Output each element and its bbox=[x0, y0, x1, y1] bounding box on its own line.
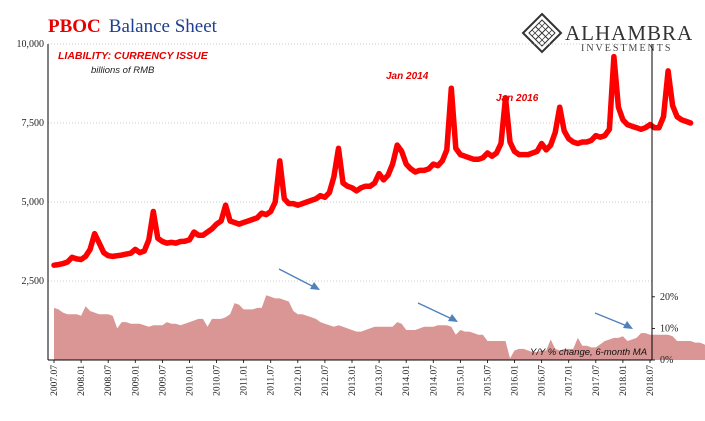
x-tick-label: 2016.07 bbox=[538, 365, 548, 396]
x-tick-label: 2014.07 bbox=[429, 365, 439, 396]
x-tick-label: 2015.07 bbox=[483, 365, 493, 396]
currency-issue-line bbox=[51, 53, 694, 268]
left-tick-label: 2,500 bbox=[22, 276, 45, 287]
gridlines bbox=[48, 43, 652, 282]
annotation-jan-2014: Jan 2014 bbox=[386, 71, 429, 82]
left-tick-label: 10,000 bbox=[17, 39, 45, 50]
right-tick-label: 10% bbox=[660, 323, 678, 334]
x-tick-label: 2013.01 bbox=[348, 365, 358, 396]
x-tick-label: 2018.07 bbox=[646, 365, 656, 396]
yoy-area bbox=[54, 295, 705, 360]
x-tick-label: 2015.01 bbox=[456, 365, 466, 396]
x-tick-label: 2016.01 bbox=[511, 365, 521, 396]
area-series-label: Y/Y % change, 6-month MA bbox=[530, 347, 647, 358]
right-tick-labels: 20% 10% 0% bbox=[652, 292, 678, 366]
annotation-jan-2016: Jan 2016 bbox=[496, 93, 539, 104]
left-tick-label: 5,000 bbox=[22, 197, 45, 208]
right-tick-label: 0% bbox=[660, 355, 673, 366]
x-tick-labels: 2007.07 2008.01 2008.07 2009.01 2009.07 2010.… bbox=[50, 360, 656, 396]
trend-arrows bbox=[278, 268, 633, 329]
x-tick-label: 2008.01 bbox=[77, 365, 87, 396]
x-tick-label: 2013.07 bbox=[375, 365, 385, 396]
arrow-icon bbox=[594, 312, 633, 329]
subtitle-liability: LIABILITY: CURRENCY ISSUE bbox=[58, 50, 209, 62]
x-tick-label: 2017.07 bbox=[592, 365, 602, 396]
diamond-lattice-icon bbox=[521, 12, 563, 54]
x-tick-label: 2011.07 bbox=[267, 365, 277, 396]
subtitle-units: billions of RMB bbox=[91, 65, 155, 76]
x-tick-label: 2012.07 bbox=[321, 365, 331, 396]
x-tick-label: 2010.01 bbox=[185, 365, 195, 396]
x-tick-label: 2017.01 bbox=[565, 365, 575, 396]
x-tick-label: 2014.01 bbox=[402, 365, 412, 396]
chart-title: PBOC Balance Sheet bbox=[48, 16, 218, 37]
logo-tagline: INVESTMENTS bbox=[581, 43, 672, 54]
x-tick-label: 2009.01 bbox=[131, 365, 141, 396]
x-tick-label: 2018.01 bbox=[619, 365, 629, 396]
alhambra-logo: ALHAMBRA INVESTMENTS bbox=[521, 12, 693, 54]
x-tick-label: 2011.01 bbox=[240, 365, 250, 396]
right-tick-label: 20% bbox=[660, 292, 678, 303]
arrow-icon bbox=[278, 268, 320, 290]
x-tick-label: 2009.07 bbox=[158, 365, 168, 396]
title-part-pboc: PBOC bbox=[48, 16, 101, 37]
logo-name: ALHAMBRA bbox=[565, 21, 693, 45]
yoy-area-layer bbox=[54, 295, 705, 360]
arrow-icon bbox=[417, 302, 458, 322]
left-tick-label: 7,500 bbox=[22, 118, 45, 129]
x-tick-label: 2010.07 bbox=[213, 365, 223, 396]
x-tick-label: 2012.01 bbox=[294, 365, 304, 396]
left-tick-labels: 10,000 7,500 5,000 2,500 bbox=[17, 39, 45, 287]
x-tick-label: 2007.07 bbox=[50, 365, 60, 396]
title-part-balance-sheet: Balance Sheet bbox=[109, 16, 218, 37]
currency-line-layer bbox=[51, 53, 694, 268]
x-tick-label: 2008.07 bbox=[104, 365, 114, 396]
